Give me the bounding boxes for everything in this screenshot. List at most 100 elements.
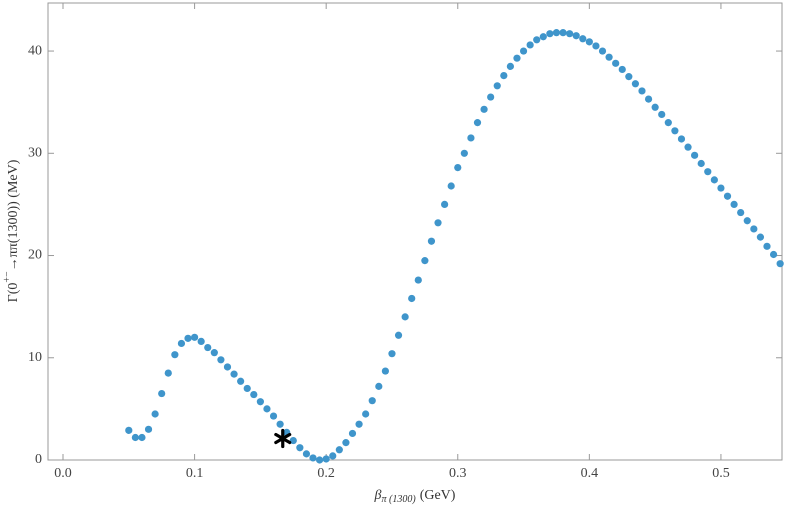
data-point bbox=[684, 143, 692, 151]
data-point bbox=[355, 420, 363, 428]
data-point bbox=[473, 119, 482, 127]
data-point bbox=[664, 119, 672, 127]
data-point bbox=[519, 47, 528, 55]
y-axis-title: Γ(0+−→ππ(1300)) (MeV) bbox=[2, 159, 21, 302]
data-point bbox=[526, 41, 534, 49]
data-point bbox=[197, 337, 205, 346]
data-point bbox=[493, 82, 501, 90]
x-tick-label: 0.3 bbox=[449, 466, 467, 481]
data-point bbox=[454, 164, 462, 172]
data-point bbox=[237, 377, 245, 385]
data-point bbox=[460, 149, 468, 157]
data-point bbox=[381, 367, 389, 375]
data-point bbox=[368, 397, 376, 405]
data-point bbox=[631, 80, 640, 88]
data-point bbox=[276, 420, 284, 428]
data-point bbox=[335, 446, 343, 454]
data-point bbox=[250, 390, 258, 399]
data-point bbox=[177, 339, 186, 348]
data-point bbox=[164, 369, 172, 377]
data-point bbox=[414, 276, 422, 284]
data-point bbox=[467, 134, 475, 142]
x-tick-label: 0.4 bbox=[581, 466, 599, 481]
y-tick-label: 10 bbox=[28, 350, 42, 365]
data-point bbox=[269, 412, 278, 420]
data-point bbox=[375, 382, 383, 390]
data-point bbox=[579, 35, 587, 43]
data-point bbox=[506, 62, 515, 70]
data-point bbox=[533, 36, 541, 44]
data-point bbox=[717, 184, 725, 192]
data-point bbox=[546, 30, 554, 38]
data-point bbox=[217, 356, 225, 364]
x-tick-label: 0.2 bbox=[317, 466, 335, 481]
data-point bbox=[723, 192, 732, 200]
data-point bbox=[552, 29, 561, 37]
data-point bbox=[743, 217, 751, 225]
data-point bbox=[322, 455, 330, 463]
data-point bbox=[539, 33, 547, 41]
x-tick-label: 0.5 bbox=[712, 466, 730, 481]
data-point bbox=[315, 456, 324, 464]
data-point bbox=[348, 429, 357, 438]
data-point bbox=[671, 127, 679, 135]
data-point bbox=[737, 208, 745, 217]
data-point bbox=[230, 370, 238, 378]
data-point bbox=[434, 219, 442, 227]
data-point bbox=[204, 343, 212, 352]
data-point bbox=[144, 425, 153, 433]
data-point bbox=[223, 363, 232, 371]
data-point bbox=[644, 95, 653, 103]
data-point bbox=[131, 433, 139, 442]
data-point bbox=[710, 176, 718, 184]
x-tick-label: 0.1 bbox=[186, 466, 204, 481]
y-superscript: +− bbox=[2, 271, 13, 283]
data-point bbox=[309, 454, 317, 462]
data-point bbox=[730, 200, 738, 209]
data-point bbox=[500, 71, 508, 80]
plot-frame bbox=[47, 2, 783, 461]
data-point bbox=[763, 242, 771, 250]
data-point bbox=[329, 452, 337, 460]
data-point bbox=[441, 200, 449, 209]
data-point bbox=[296, 444, 304, 452]
data-point bbox=[677, 135, 686, 143]
data-point bbox=[566, 30, 574, 38]
data-point bbox=[638, 87, 646, 95]
data-point bbox=[263, 405, 271, 413]
y-tick-label: 40 bbox=[28, 43, 42, 58]
data-point bbox=[769, 250, 778, 259]
data-point bbox=[697, 159, 705, 168]
star-point bbox=[274, 428, 292, 449]
y-label-start: Γ(0 bbox=[6, 283, 21, 303]
y-label-end: →ππ(1300)) (MeV) bbox=[6, 159, 21, 271]
x-symbol: β bbox=[374, 488, 382, 503]
data-point bbox=[210, 349, 218, 357]
data-point bbox=[559, 29, 567, 37]
data-point bbox=[612, 59, 620, 67]
data-point bbox=[342, 439, 350, 447]
data-point bbox=[447, 182, 455, 190]
data-point bbox=[184, 334, 192, 342]
data-point bbox=[598, 47, 607, 55]
x-axis-title: βπ (1300) (GeV) bbox=[374, 488, 456, 505]
data-point bbox=[756, 233, 765, 241]
data-point bbox=[190, 333, 199, 341]
x-subscript: π (1300) bbox=[382, 494, 417, 505]
x-tick-label: 0.0 bbox=[54, 466, 72, 481]
data-point bbox=[592, 42, 600, 50]
data-point bbox=[704, 168, 712, 176]
x-unit: (GeV) bbox=[420, 488, 456, 503]
data-point bbox=[572, 32, 580, 40]
data-point bbox=[427, 237, 436, 245]
data-point bbox=[394, 331, 403, 339]
data-point bbox=[388, 350, 396, 358]
data-point bbox=[289, 436, 297, 445]
data-point bbox=[158, 389, 166, 398]
data-point bbox=[605, 53, 613, 61]
data-point bbox=[256, 398, 264, 406]
data-point bbox=[171, 351, 179, 359]
data-point bbox=[625, 73, 633, 81]
data-point bbox=[243, 384, 251, 393]
